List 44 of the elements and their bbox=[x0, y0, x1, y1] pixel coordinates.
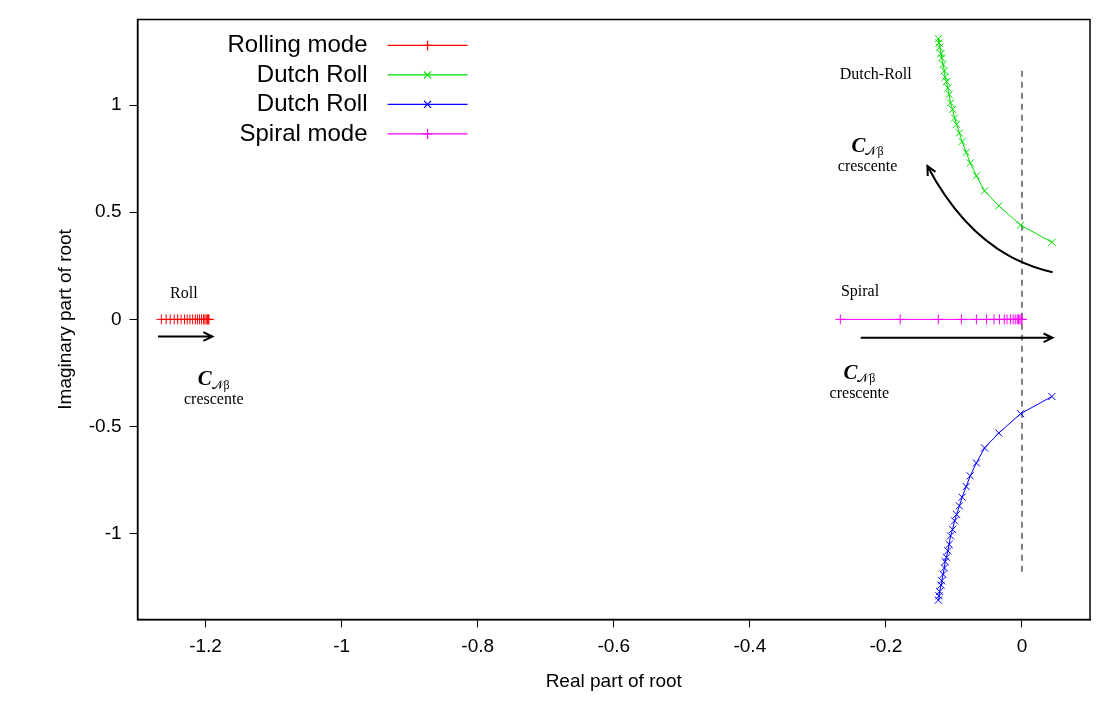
point bbox=[1047, 238, 1056, 247]
x-tick-label: 0 bbox=[1016, 635, 1028, 657]
y-tick-label: 1 bbox=[110, 93, 122, 115]
legend-label: Dutch Roll bbox=[256, 89, 368, 117]
point bbox=[966, 158, 975, 168]
x-tick-label: -0.2 bbox=[869, 635, 903, 657]
point bbox=[1047, 392, 1056, 401]
x-tick-label: -1 bbox=[333, 635, 351, 657]
y-tick-label: -1 bbox=[104, 521, 122, 543]
point bbox=[1016, 409, 1025, 418]
point bbox=[1016, 221, 1025, 230]
point bbox=[955, 313, 967, 325]
x-tick-label: -0.4 bbox=[733, 635, 767, 657]
y-tick-label: 0 bbox=[110, 307, 122, 329]
annotation: Spiral bbox=[840, 281, 880, 300]
legend-label: Spiral mode bbox=[239, 118, 368, 146]
legend-label: Dutch Roll bbox=[256, 59, 368, 87]
annotation: Dutch-Roll bbox=[839, 65, 913, 83]
x-tick-label: -1.2 bbox=[189, 635, 222, 657]
point bbox=[958, 137, 967, 146]
x-tick-label: -0.6 bbox=[597, 635, 631, 657]
point bbox=[962, 148, 971, 157]
point bbox=[962, 482, 971, 491]
point bbox=[834, 313, 846, 325]
point bbox=[970, 313, 982, 325]
x-tick-label: -0.8 bbox=[461, 635, 495, 657]
y-tick-label: -0.5 bbox=[88, 414, 122, 436]
point bbox=[958, 493, 967, 502]
y-tick-label: 0.5 bbox=[95, 200, 122, 222]
point bbox=[994, 201, 1003, 210]
legend-label: Rolling mode bbox=[227, 30, 368, 58]
point bbox=[972, 458, 981, 468]
point bbox=[980, 186, 989, 195]
x-axis-title: Real part of root bbox=[545, 669, 683, 691]
y-axis-title: Imaginary part of root bbox=[53, 228, 75, 410]
point bbox=[955, 128, 964, 138]
point bbox=[966, 471, 975, 480]
point bbox=[972, 171, 981, 180]
point bbox=[894, 313, 906, 325]
annotation: Roll bbox=[170, 283, 199, 301]
point bbox=[955, 501, 964, 510]
point bbox=[980, 443, 989, 453]
point bbox=[994, 428, 1003, 438]
point bbox=[932, 313, 944, 325]
